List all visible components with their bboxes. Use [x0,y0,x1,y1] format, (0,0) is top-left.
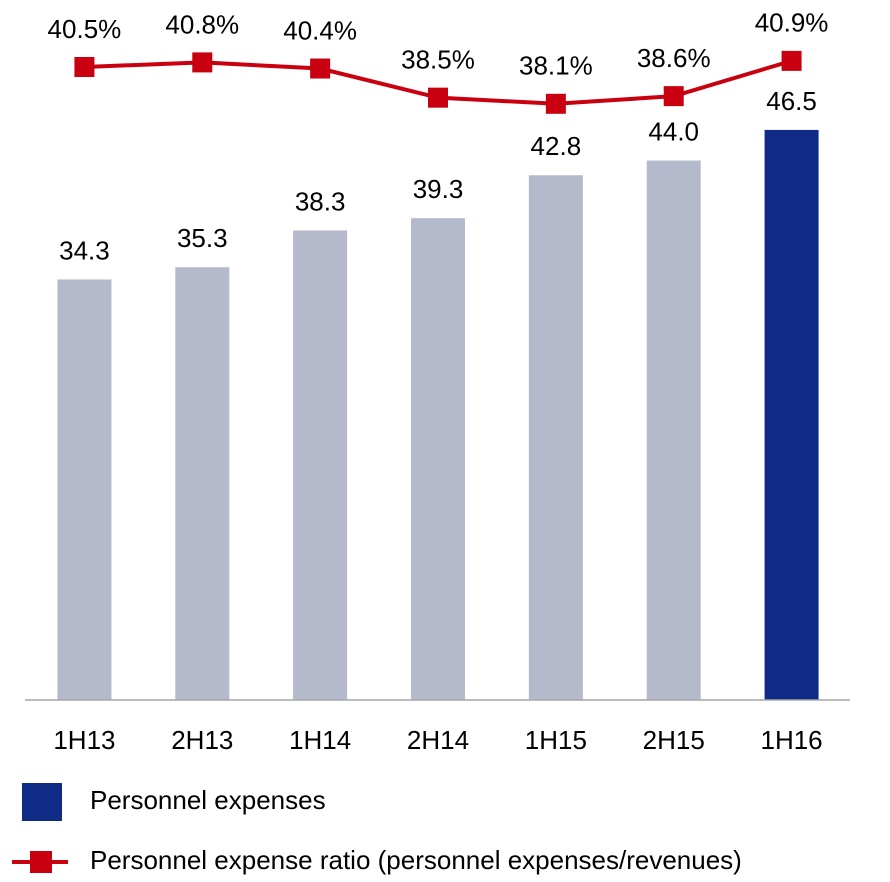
legend-label: Personnel expense ratio (personnel expen… [90,845,742,875]
value-label: 40.9% [755,8,829,38]
x-tick-label: 2H15 [643,725,705,755]
legend-label: Personnel expenses [90,785,326,815]
x-tick-label: 1H16 [760,725,822,755]
bar [528,175,583,701]
value-label: 38.5% [401,45,475,75]
value-label: 35.3 [177,223,228,253]
marker [428,87,448,108]
value-label: 40.5% [48,14,122,44]
marker [781,50,802,71]
marker [545,93,566,114]
value-label: 38.6% [637,43,711,73]
bar [175,267,230,700]
bar [293,230,348,700]
value-label: 44.0 [648,116,699,146]
marker [310,58,331,79]
legend-swatch [30,851,52,873]
value-label: 38.3 [295,186,346,216]
legend-swatch [22,783,62,821]
x-tick-label: 2H14 [407,725,469,755]
bar [411,218,465,700]
value-label: 40.8% [165,9,239,39]
value-label: 34.3 [59,235,110,265]
bar [57,279,112,700]
bar [646,160,701,700]
value-label: 46.5 [766,86,817,116]
marker [74,57,95,77]
x-tick-label: 1H13 [53,725,115,755]
marker [663,86,684,107]
x-tick-label: 2H13 [171,725,233,755]
value-label: 42.8 [531,131,582,161]
x-tick-label: 1H15 [525,725,587,755]
value-label: 39.3 [413,174,464,204]
bar [764,129,819,700]
value-label: 40.4% [283,15,357,45]
marker [192,52,213,73]
x-tick-label: 1H14 [289,725,351,755]
value-label: 38.1% [519,51,593,81]
